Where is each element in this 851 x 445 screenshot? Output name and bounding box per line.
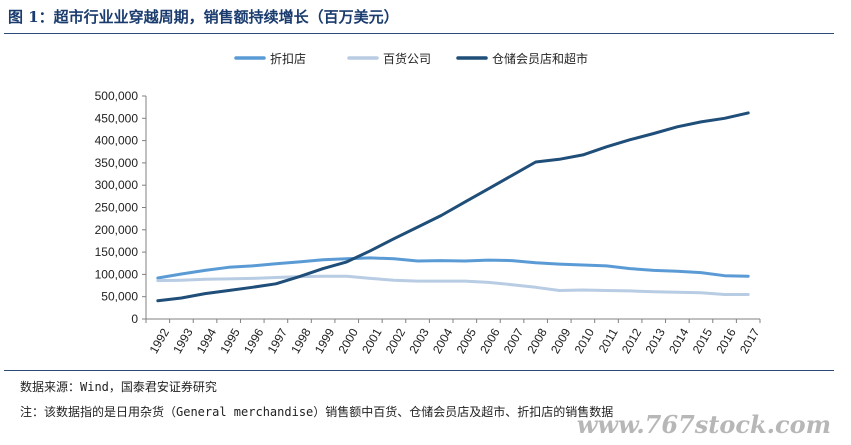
figure-title: 图 1：超市行业业穿越周期，销售额持续增长（百万美元） bbox=[8, 8, 399, 26]
x-tick-label: 1993 bbox=[170, 326, 196, 356]
x-tick-label: 1997 bbox=[265, 326, 291, 356]
x-tick-label: 1996 bbox=[241, 326, 267, 356]
x-tick-label: 1992 bbox=[147, 326, 173, 356]
x-tick-label: 2003 bbox=[406, 326, 432, 356]
x-axis: 1992199319941995199619971998199920002001… bbox=[145, 318, 763, 356]
legend-label: 百货公司 bbox=[383, 51, 431, 66]
series-line-2 bbox=[156, 111, 750, 303]
series-layer bbox=[156, 111, 750, 303]
x-tick-label: 2002 bbox=[383, 326, 409, 356]
x-tick-label: 2015 bbox=[690, 326, 716, 356]
x-tick-label: 1999 bbox=[312, 326, 338, 356]
x-tick-label: 2006 bbox=[477, 326, 503, 356]
x-tick-label: 2005 bbox=[454, 326, 480, 356]
y-tick-label: 0 bbox=[131, 312, 138, 326]
x-tick-label: 2014 bbox=[666, 326, 692, 356]
y-tick-label: 100,000 bbox=[95, 267, 139, 281]
x-tick-label: 1998 bbox=[288, 326, 314, 356]
footnote: 注：该数据指的是日用杂货（General merchandise）销售额中百货、… bbox=[20, 405, 614, 419]
x-tick-label: 2007 bbox=[501, 326, 527, 356]
x-tick-label: 2016 bbox=[713, 326, 739, 356]
x-tick-label: 1995 bbox=[217, 326, 243, 356]
x-tick-label: 2009 bbox=[548, 326, 574, 356]
x-tick-label: 1994 bbox=[194, 326, 220, 356]
y-tick-label: 50,000 bbox=[101, 290, 138, 304]
footer-rule bbox=[4, 370, 834, 371]
series-line-1 bbox=[156, 274, 750, 296]
y-tick-label: 150,000 bbox=[95, 245, 139, 259]
x-tick-label: 2004 bbox=[430, 326, 456, 356]
y-tick-label: 400,000 bbox=[95, 134, 139, 148]
legend-label: 仓储会员店和超市 bbox=[492, 51, 588, 66]
x-tick-label: 2012 bbox=[619, 326, 645, 356]
y-tick-label: 200,000 bbox=[95, 223, 139, 237]
y-tick-label: 500,000 bbox=[95, 89, 139, 103]
y-tick-label: 350,000 bbox=[95, 156, 139, 170]
legend-label: 折扣店 bbox=[270, 51, 306, 66]
y-tick-label: 450,000 bbox=[95, 111, 139, 125]
y-tick-label: 250,000 bbox=[95, 201, 139, 215]
x-tick-label: 2010 bbox=[572, 326, 598, 356]
y-axis: 0 50,000 100,000 150,000 200,000 250,000 300,0… bbox=[95, 89, 147, 326]
x-tick-label: 2000 bbox=[335, 326, 361, 356]
x-tick-label: 2017 bbox=[737, 326, 763, 356]
source-note: 数据来源：Wind，国泰君安证券研究 bbox=[20, 380, 217, 394]
series-line-0 bbox=[156, 256, 750, 280]
x-tick-label: 2013 bbox=[642, 326, 668, 356]
title-rule bbox=[4, 33, 834, 34]
line-chart: 折扣店 百货公司 仓储会员店和超市 0 50,000 100,000 150,000 200… bbox=[95, 51, 763, 356]
chart-legend: 折扣店 百货公司 仓储会员店和超市 bbox=[234, 51, 588, 66]
watermark: www.767stock.com bbox=[576, 410, 831, 439]
y-tick-label: 300,000 bbox=[95, 178, 139, 192]
x-tick-label: 2008 bbox=[524, 326, 550, 356]
x-tick-label: 2011 bbox=[596, 326, 621, 356]
x-tick-label: 2001 bbox=[359, 326, 385, 356]
